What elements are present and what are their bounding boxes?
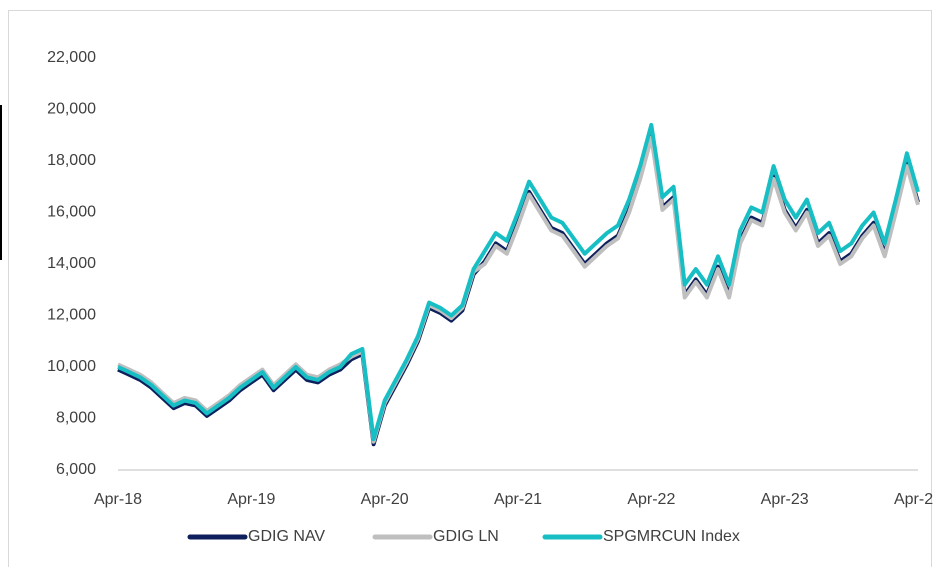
y-tick-label: 10,000 bbox=[47, 358, 96, 375]
x-tick-label: Apr-18 bbox=[94, 491, 142, 508]
x-tick-label: Apr-19 bbox=[227, 491, 275, 508]
legend-label: SPGMRCUN Index bbox=[603, 528, 740, 545]
chart-frame bbox=[8, 10, 932, 567]
y-tick-label: 6,000 bbox=[56, 461, 96, 478]
y-tick-label: 12,000 bbox=[47, 307, 96, 324]
x-tick-label: Apr-24 bbox=[894, 491, 933, 508]
x-tick-label: Apr-21 bbox=[494, 491, 542, 508]
x-tick-label: Apr-22 bbox=[627, 491, 675, 508]
x-tick-label: Apr-20 bbox=[361, 491, 409, 508]
series-line bbox=[117, 135, 920, 444]
legend-label: GDIG NAV bbox=[248, 528, 325, 545]
y-tick-label: 18,000 bbox=[47, 152, 96, 169]
legend-label: GDIG LN bbox=[433, 528, 499, 545]
x-tick-label: Apr-23 bbox=[761, 491, 809, 508]
series-line bbox=[117, 133, 920, 447]
series-line bbox=[117, 122, 920, 442]
y-tick-label: 22,000 bbox=[47, 49, 96, 66]
y-tick-label: 8,000 bbox=[56, 410, 96, 427]
y-tick-label: 20,000 bbox=[47, 101, 96, 118]
y-tick-label: 16,000 bbox=[47, 204, 96, 221]
y-tick-label: 14,000 bbox=[47, 255, 96, 272]
